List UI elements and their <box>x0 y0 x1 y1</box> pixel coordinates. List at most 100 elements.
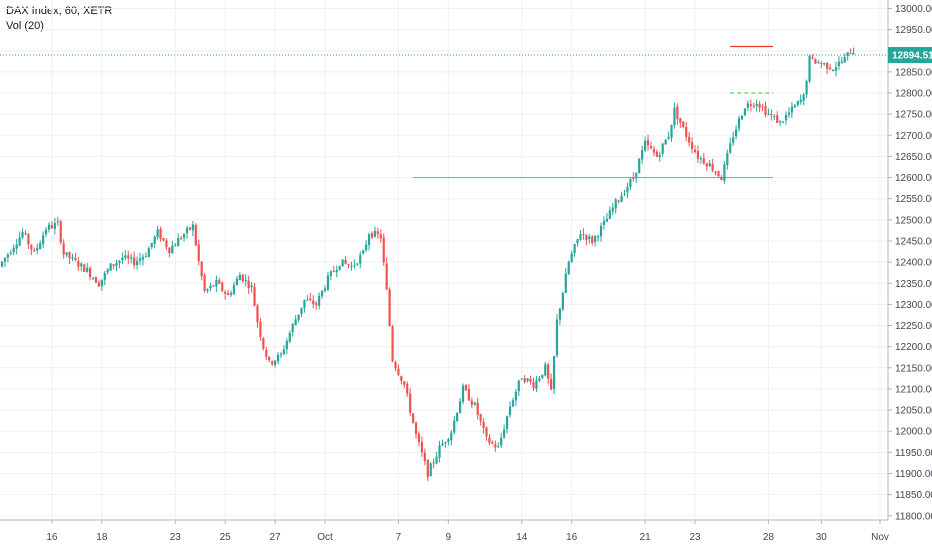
time-axis[interactable]: 16 18 23 25 27 Oct 7 9 14 16 21 23 28 30 Nov <box>0 519 889 543</box>
candle <box>268 356 271 363</box>
candle-body <box>805 80 808 95</box>
candle <box>235 275 239 286</box>
candle-body <box>232 285 236 294</box>
candle <box>541 374 544 380</box>
candle-body <box>617 200 620 202</box>
x-tick-label: 14 <box>516 532 528 543</box>
candle <box>761 103 764 112</box>
candle-body <box>673 107 676 126</box>
candle <box>787 107 791 118</box>
candle-body <box>259 322 262 337</box>
candle-body <box>602 221 606 225</box>
candle-body <box>576 239 579 244</box>
candle-body <box>529 379 532 382</box>
candle <box>573 243 576 257</box>
candle-body <box>693 149 697 153</box>
candle <box>36 243 39 255</box>
candle-body <box>784 115 788 121</box>
candle-body <box>294 319 297 326</box>
candle-body <box>168 247 171 254</box>
candle <box>508 401 512 418</box>
candle-body <box>594 235 597 243</box>
candle <box>153 235 156 249</box>
candle <box>447 438 450 446</box>
candle-body <box>599 225 603 237</box>
candle <box>611 203 614 216</box>
candle-body <box>227 293 230 296</box>
candle <box>488 434 491 445</box>
candle <box>227 289 230 296</box>
candle-body <box>370 233 374 238</box>
y-tick-label: 11900.00 <box>895 469 932 480</box>
candle-body <box>723 164 726 181</box>
candle <box>831 69 835 72</box>
candle <box>356 262 359 267</box>
candle <box>309 293 312 302</box>
candle <box>282 344 285 356</box>
candle <box>852 47 855 55</box>
candle-body <box>391 326 394 362</box>
candle-body <box>500 437 503 446</box>
candle <box>318 292 321 310</box>
candle-body <box>517 380 520 392</box>
candle <box>811 54 814 60</box>
candle <box>238 272 241 281</box>
candle <box>526 377 529 383</box>
candle <box>367 232 371 251</box>
candle <box>417 431 421 447</box>
candle-body <box>831 69 835 71</box>
candle <box>50 220 54 229</box>
candle <box>690 137 694 154</box>
candle-body <box>567 261 570 275</box>
candle-body <box>770 113 773 116</box>
candle <box>53 218 56 235</box>
candle-body <box>338 265 341 270</box>
candle-body <box>585 234 588 241</box>
candle-body <box>244 279 247 282</box>
candle <box>429 461 432 477</box>
price-axis[interactable]: 11800.00 11850.00 11900.00 11950.00 12000.00… <box>887 0 932 522</box>
candle <box>62 239 65 259</box>
candle-body <box>291 324 294 333</box>
candle-body <box>373 230 377 237</box>
candle-body <box>849 53 852 55</box>
candle-body <box>767 113 770 115</box>
candle <box>717 170 720 177</box>
current-price-badge: 12894.51 <box>0 47 932 64</box>
x-tick-label: 9 <box>446 532 452 543</box>
candle-body <box>188 227 192 230</box>
candle-body <box>823 63 826 65</box>
candle <box>699 156 702 164</box>
candle-body <box>561 292 564 310</box>
candle-body <box>550 378 553 390</box>
candle-body <box>817 62 820 64</box>
candle <box>555 314 559 358</box>
candle-body <box>268 356 271 361</box>
candle-body <box>846 52 849 56</box>
candle-body <box>429 463 432 477</box>
y-tick-label: 11950.00 <box>895 448 932 459</box>
candle <box>323 285 327 293</box>
candle <box>329 269 332 281</box>
candle <box>9 249 12 256</box>
candle <box>344 256 347 265</box>
candle <box>150 242 153 250</box>
candle-body <box>42 235 45 245</box>
x-tick-label: Nov <box>871 532 889 543</box>
candle <box>544 361 547 377</box>
candle-body <box>379 233 382 239</box>
candle <box>229 290 233 297</box>
candle-body <box>649 146 653 149</box>
candle <box>291 322 294 337</box>
candle-body <box>508 406 512 416</box>
candle <box>658 151 661 162</box>
candle-body <box>56 221 59 223</box>
y-tick-label: 11850.00 <box>895 490 932 501</box>
candle-body <box>426 459 429 478</box>
candle <box>376 228 379 239</box>
candle <box>379 229 382 243</box>
candle <box>409 388 412 416</box>
candle <box>315 300 318 310</box>
x-tick-label: 30 <box>816 532 828 543</box>
